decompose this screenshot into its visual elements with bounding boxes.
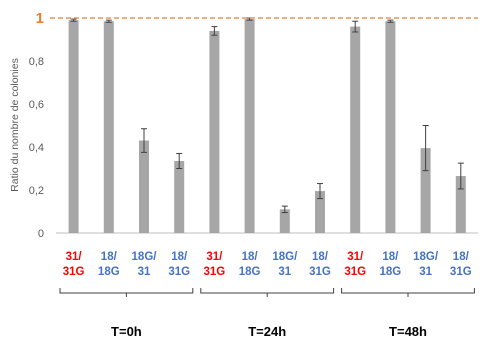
category-label-line1: 18/ bbox=[453, 251, 470, 263]
error-bar bbox=[141, 128, 147, 153]
category-label-line2: 18G bbox=[239, 266, 261, 278]
category-label-line2: 31G bbox=[63, 266, 85, 278]
error-bar bbox=[317, 183, 323, 200]
group-bracket bbox=[341, 288, 475, 297]
category-label: 18/18G bbox=[380, 251, 402, 278]
category-label: 31/31G bbox=[63, 251, 85, 278]
y-tick-label: 0,4 bbox=[29, 142, 44, 154]
category-label-line1: 31/ bbox=[347, 251, 364, 263]
category-label-line1: 18/ bbox=[312, 251, 329, 263]
category-label-line1: 18G/ bbox=[132, 251, 158, 263]
category-label: 18/18G bbox=[98, 251, 120, 278]
category-label: 18G/31 bbox=[413, 251, 439, 278]
category-label-line2: 31 bbox=[278, 266, 291, 278]
group-label: T=48h bbox=[389, 324, 427, 339]
category-label-line1: 31/ bbox=[206, 251, 223, 263]
category-label-line2: 31 bbox=[419, 266, 432, 278]
bar bbox=[420, 148, 431, 233]
bar bbox=[174, 160, 185, 233]
error-bar bbox=[105, 19, 112, 23]
y-axis-title: Ratio du nombre de colonies bbox=[9, 58, 21, 192]
category-label-line2: 31 bbox=[138, 266, 151, 278]
error-bars-layer bbox=[70, 17, 464, 214]
category-label-line1: 31/ bbox=[66, 251, 83, 263]
error-bar bbox=[387, 19, 394, 23]
bar bbox=[350, 26, 361, 233]
group-bracket-line bbox=[59, 288, 194, 294]
bar bbox=[455, 176, 466, 233]
group-label: T=0h bbox=[111, 324, 142, 339]
bar bbox=[385, 21, 396, 233]
category-label: 31/31G bbox=[344, 251, 366, 278]
category-label-line1: 18/ bbox=[101, 251, 118, 263]
error-bar bbox=[281, 205, 288, 214]
bars-layer bbox=[68, 19, 466, 234]
y-tick-label: 0,6 bbox=[29, 99, 44, 111]
category-label-line2: 18G bbox=[380, 266, 402, 278]
y-tick-label: 0 bbox=[38, 228, 44, 240]
bar bbox=[279, 209, 290, 233]
error-bar bbox=[422, 125, 429, 172]
category-label-line2: 31G bbox=[168, 266, 190, 278]
category-label: 18G/31 bbox=[132, 251, 158, 278]
error-bar bbox=[176, 152, 183, 169]
error-bar bbox=[211, 26, 218, 36]
group-bracket bbox=[59, 288, 194, 297]
group-label: T=24h bbox=[248, 324, 286, 339]
category-label: 18/31G bbox=[168, 251, 190, 278]
group-bracket-line bbox=[341, 288, 475, 294]
error-bar bbox=[70, 18, 77, 22]
group-bracket bbox=[200, 288, 335, 297]
category-label-line1: 18/ bbox=[171, 251, 188, 263]
category-label-line2: 31G bbox=[450, 266, 472, 278]
category-label-line2: 31G bbox=[309, 266, 331, 278]
category-label-line2: 31G bbox=[204, 266, 226, 278]
bar bbox=[103, 21, 114, 233]
y-tick-label: 0,8 bbox=[29, 56, 44, 68]
bar bbox=[209, 30, 220, 234]
error-bar bbox=[352, 20, 359, 33]
reference-layer: 1 bbox=[36, 10, 478, 27]
category-label-line1: 18G/ bbox=[272, 251, 298, 263]
reference-line-label: 1 bbox=[36, 10, 44, 27]
category-label-line1: 18G/ bbox=[413, 251, 439, 263]
bar bbox=[244, 19, 255, 234]
category-label-line2: 31G bbox=[344, 266, 366, 278]
group-bracket-line bbox=[200, 288, 335, 294]
category-label: 18/31G bbox=[309, 251, 331, 278]
category-label: 18/18G bbox=[239, 251, 261, 278]
bar bbox=[68, 20, 79, 234]
category-label-line1: 18/ bbox=[382, 251, 399, 263]
bar bbox=[315, 191, 325, 233]
bar bbox=[139, 140, 149, 233]
error-bar bbox=[457, 162, 464, 190]
category-label-line2: 18G bbox=[98, 266, 120, 278]
category-label: 31/31G bbox=[204, 251, 226, 278]
labels-layer: 0 0,2 0,4 0,6 0,8 Ratio du nombre de colonies… bbox=[9, 56, 475, 339]
category-label-line1: 18/ bbox=[242, 251, 259, 263]
y-tick-label: 0,2 bbox=[29, 185, 44, 197]
category-label: 18/31G bbox=[450, 251, 472, 278]
category-label: 18G/31 bbox=[272, 251, 298, 278]
